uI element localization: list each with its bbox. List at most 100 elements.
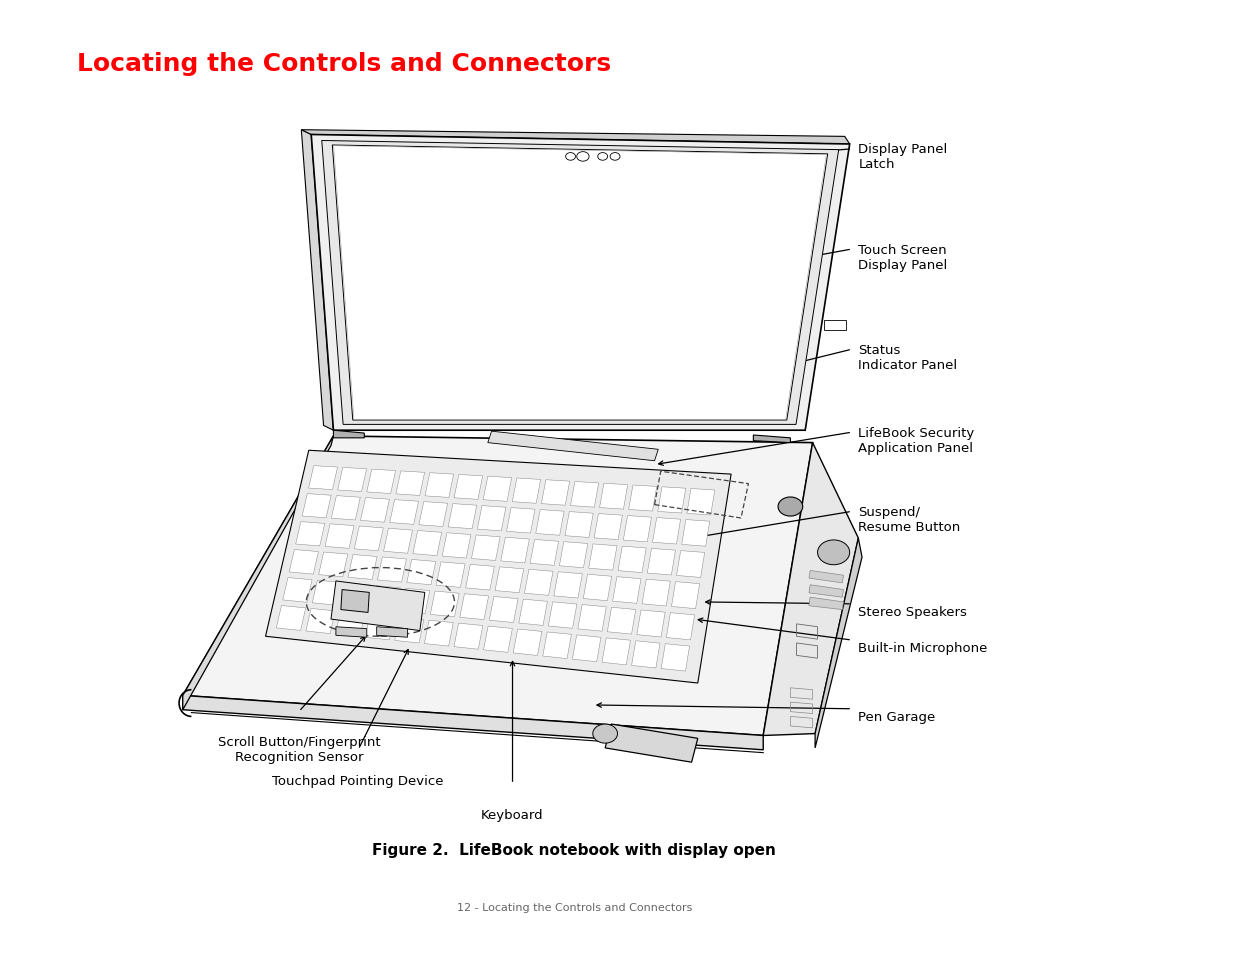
Polygon shape	[319, 553, 348, 578]
Polygon shape	[677, 551, 705, 578]
Polygon shape	[289, 550, 319, 575]
Text: Keyboard: Keyboard	[482, 808, 543, 821]
Circle shape	[593, 724, 618, 743]
Polygon shape	[548, 602, 577, 629]
Polygon shape	[484, 626, 513, 653]
Polygon shape	[466, 565, 494, 591]
Polygon shape	[594, 514, 622, 540]
Polygon shape	[661, 644, 689, 672]
Polygon shape	[372, 586, 400, 611]
Polygon shape	[183, 696, 763, 750]
Polygon shape	[348, 555, 377, 579]
Polygon shape	[425, 620, 453, 646]
Polygon shape	[472, 536, 500, 561]
Polygon shape	[564, 512, 593, 537]
Polygon shape	[331, 581, 425, 631]
Polygon shape	[303, 494, 331, 518]
Text: Locating the Controls and Connectors: Locating the Controls and Connectors	[77, 52, 610, 76]
Polygon shape	[283, 578, 312, 602]
Polygon shape	[306, 609, 335, 634]
Text: Suspend/
Resume Button: Suspend/ Resume Button	[858, 505, 961, 534]
Polygon shape	[809, 598, 844, 610]
Polygon shape	[519, 599, 547, 626]
Polygon shape	[412, 531, 442, 556]
Polygon shape	[332, 146, 827, 420]
Text: Touch Screen
Display Panel: Touch Screen Display Panel	[858, 243, 947, 272]
Polygon shape	[377, 627, 408, 638]
Polygon shape	[183, 436, 813, 736]
Polygon shape	[525, 570, 553, 596]
Polygon shape	[658, 487, 685, 514]
Polygon shape	[601, 639, 631, 665]
Text: Pen Garage: Pen Garage	[858, 710, 936, 723]
Text: Scroll Button/Fingerprint
Recognition Sensor: Scroll Button/Fingerprint Recognition Se…	[217, 736, 380, 763]
Polygon shape	[430, 592, 459, 618]
Polygon shape	[672, 582, 699, 609]
Circle shape	[818, 540, 850, 565]
Polygon shape	[331, 497, 361, 520]
Polygon shape	[401, 589, 430, 614]
Polygon shape	[495, 567, 524, 593]
Polygon shape	[454, 475, 483, 499]
Circle shape	[778, 497, 803, 517]
Polygon shape	[618, 547, 646, 573]
Polygon shape	[366, 615, 394, 640]
Polygon shape	[501, 537, 530, 563]
Polygon shape	[301, 131, 333, 431]
Polygon shape	[536, 510, 564, 536]
Text: LifeBook Security
Application Panel: LifeBook Security Application Panel	[858, 426, 974, 455]
Polygon shape	[753, 436, 790, 443]
Polygon shape	[395, 618, 424, 643]
Polygon shape	[396, 472, 425, 496]
Polygon shape	[682, 520, 710, 547]
Polygon shape	[513, 478, 541, 504]
Text: Display Panel
Latch: Display Panel Latch	[858, 143, 947, 172]
Polygon shape	[419, 502, 447, 527]
Polygon shape	[553, 572, 583, 598]
Polygon shape	[483, 476, 511, 502]
Polygon shape	[341, 590, 369, 613]
Text: Status
Indicator Panel: Status Indicator Panel	[858, 343, 957, 372]
Polygon shape	[542, 632, 572, 659]
Polygon shape	[277, 606, 306, 631]
Polygon shape	[406, 559, 436, 585]
Polygon shape	[378, 558, 406, 582]
Polygon shape	[629, 485, 657, 512]
Polygon shape	[459, 594, 489, 620]
Text: Built-in Microphone: Built-in Microphone	[858, 641, 988, 655]
Polygon shape	[436, 562, 466, 588]
Polygon shape	[312, 580, 342, 605]
Polygon shape	[295, 522, 325, 546]
Bar	[824, 321, 846, 331]
Polygon shape	[652, 518, 680, 544]
Polygon shape	[605, 724, 698, 762]
Polygon shape	[448, 504, 477, 529]
Polygon shape	[667, 613, 694, 640]
Polygon shape	[631, 641, 659, 668]
Polygon shape	[325, 524, 354, 549]
Polygon shape	[642, 579, 671, 606]
Polygon shape	[541, 480, 569, 506]
Polygon shape	[337, 468, 367, 492]
Polygon shape	[559, 542, 588, 568]
Polygon shape	[354, 526, 383, 551]
Polygon shape	[342, 583, 370, 608]
Polygon shape	[367, 470, 395, 494]
Polygon shape	[572, 636, 601, 662]
Polygon shape	[390, 500, 419, 525]
Text: Touchpad Pointing Device: Touchpad Pointing Device	[273, 774, 443, 787]
Polygon shape	[809, 571, 844, 583]
Polygon shape	[763, 443, 858, 736]
Polygon shape	[514, 629, 542, 656]
Polygon shape	[478, 506, 506, 532]
Polygon shape	[815, 538, 862, 748]
Polygon shape	[425, 474, 453, 497]
Polygon shape	[266, 451, 731, 683]
Polygon shape	[442, 533, 471, 558]
Polygon shape	[322, 141, 839, 425]
Polygon shape	[489, 597, 517, 623]
Polygon shape	[311, 135, 850, 431]
Polygon shape	[488, 432, 658, 461]
Polygon shape	[589, 544, 618, 571]
Polygon shape	[361, 498, 389, 522]
